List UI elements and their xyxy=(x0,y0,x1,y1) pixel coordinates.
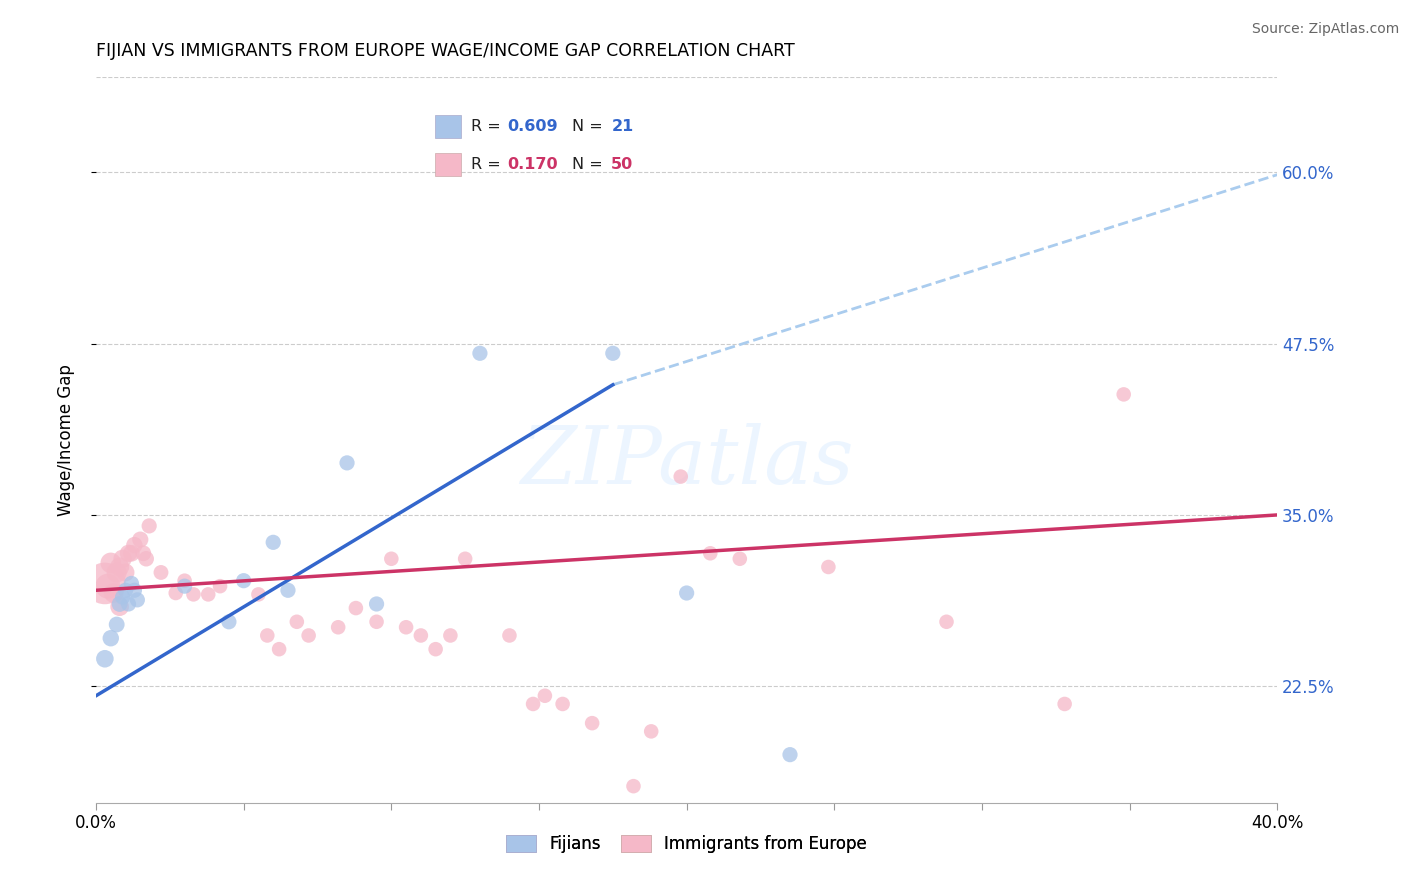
Point xyxy=(173,574,195,588)
Point xyxy=(247,587,270,601)
Point xyxy=(669,469,692,483)
Point xyxy=(94,576,117,591)
Legend: Fijians, Immigrants from Europe: Fijians, Immigrants from Europe xyxy=(499,828,873,860)
Point xyxy=(197,587,219,601)
Point xyxy=(100,556,122,570)
Point xyxy=(409,628,432,642)
Text: FIJIAN VS IMMIGRANTS FROM EUROPE WAGE/INCOME GAP CORRELATION CHART: FIJIAN VS IMMIGRANTS FROM EUROPE WAGE/IN… xyxy=(96,42,794,60)
Point xyxy=(1053,697,1076,711)
Text: ZIPatlas: ZIPatlas xyxy=(520,423,853,500)
Point xyxy=(454,551,477,566)
Point xyxy=(97,579,120,593)
Point xyxy=(779,747,801,762)
Point xyxy=(94,652,117,666)
Point xyxy=(124,583,146,598)
Point xyxy=(103,586,125,600)
Point xyxy=(173,579,195,593)
Point xyxy=(105,617,128,632)
Point xyxy=(232,574,254,588)
Point xyxy=(425,642,447,657)
Point xyxy=(114,583,136,598)
Point xyxy=(728,551,751,566)
Point xyxy=(277,583,299,598)
Point xyxy=(138,519,160,533)
Point xyxy=(817,560,839,574)
Point xyxy=(209,579,232,593)
Point xyxy=(675,586,697,600)
Point xyxy=(105,566,128,580)
Point xyxy=(336,456,359,470)
Point xyxy=(623,779,645,793)
Point xyxy=(218,615,240,629)
Y-axis label: Wage/Income Gap: Wage/Income Gap xyxy=(58,364,75,516)
Point xyxy=(269,642,291,657)
Point xyxy=(108,560,131,574)
Point xyxy=(108,599,131,614)
Point xyxy=(111,590,134,604)
Point xyxy=(285,615,308,629)
Point xyxy=(534,689,557,703)
Point xyxy=(380,551,402,566)
Point xyxy=(108,597,131,611)
Point xyxy=(395,620,418,634)
Point xyxy=(165,586,187,600)
Text: Source: ZipAtlas.com: Source: ZipAtlas.com xyxy=(1251,22,1399,37)
Point xyxy=(699,546,721,560)
Point xyxy=(111,551,134,566)
Point xyxy=(256,628,278,642)
Point xyxy=(1112,387,1135,401)
Point xyxy=(366,615,388,629)
Point xyxy=(135,551,157,566)
Point xyxy=(117,597,139,611)
Point xyxy=(298,628,321,642)
Point xyxy=(522,697,544,711)
Point xyxy=(935,615,957,629)
Point xyxy=(117,546,139,560)
Point xyxy=(344,601,367,615)
Point xyxy=(114,566,136,580)
Point xyxy=(439,628,461,642)
Point xyxy=(100,631,122,645)
Point xyxy=(120,576,142,591)
Point xyxy=(366,597,388,611)
Point xyxy=(262,535,284,549)
Point xyxy=(149,566,172,580)
Point xyxy=(602,346,624,360)
Point xyxy=(120,546,142,560)
Point xyxy=(124,538,146,552)
Point xyxy=(183,587,205,601)
Point xyxy=(468,346,491,360)
Point xyxy=(498,628,520,642)
Point xyxy=(581,716,603,731)
Point xyxy=(129,533,152,547)
Point xyxy=(127,592,149,607)
Point xyxy=(640,724,662,739)
Point xyxy=(551,697,574,711)
Point xyxy=(132,546,155,560)
Point xyxy=(328,620,350,634)
